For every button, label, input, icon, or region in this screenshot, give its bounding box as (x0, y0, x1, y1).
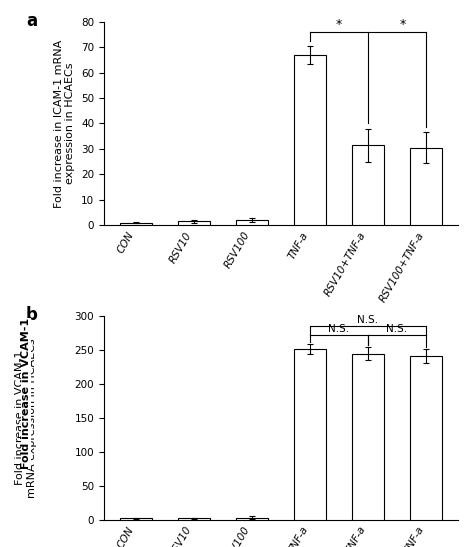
Bar (410, 148, 442, 225)
Bar (352, 354, 384, 520)
Bar (410, 356, 442, 520)
Bar (352, 145, 384, 225)
Bar (178, 221, 210, 225)
Text: Fold increase in VCAM-1: Fold increase in VCAM-1 (21, 318, 31, 469)
Text: *: * (399, 18, 406, 31)
Bar (178, 519, 210, 520)
Bar (120, 519, 152, 520)
Text: *: * (336, 18, 342, 31)
Bar (294, 55, 326, 225)
Text: N.S.: N.S. (328, 324, 349, 334)
Text: a: a (26, 11, 37, 30)
Bar (236, 517, 268, 520)
Text: N.S.: N.S. (386, 324, 407, 334)
Text: Fold increase in VCAM-1
mRNA expression in HCAECs: Fold increase in VCAM-1 mRNA expression … (15, 338, 37, 498)
Text: b: b (26, 306, 38, 324)
Bar (294, 349, 326, 520)
Y-axis label: Fold increase in ICAM-1 mRNA
expression in HCAECs: Fold increase in ICAM-1 mRNA expression … (54, 39, 76, 208)
Bar (120, 223, 152, 225)
Text: N.S.: N.S. (357, 315, 379, 325)
Bar (236, 220, 268, 225)
